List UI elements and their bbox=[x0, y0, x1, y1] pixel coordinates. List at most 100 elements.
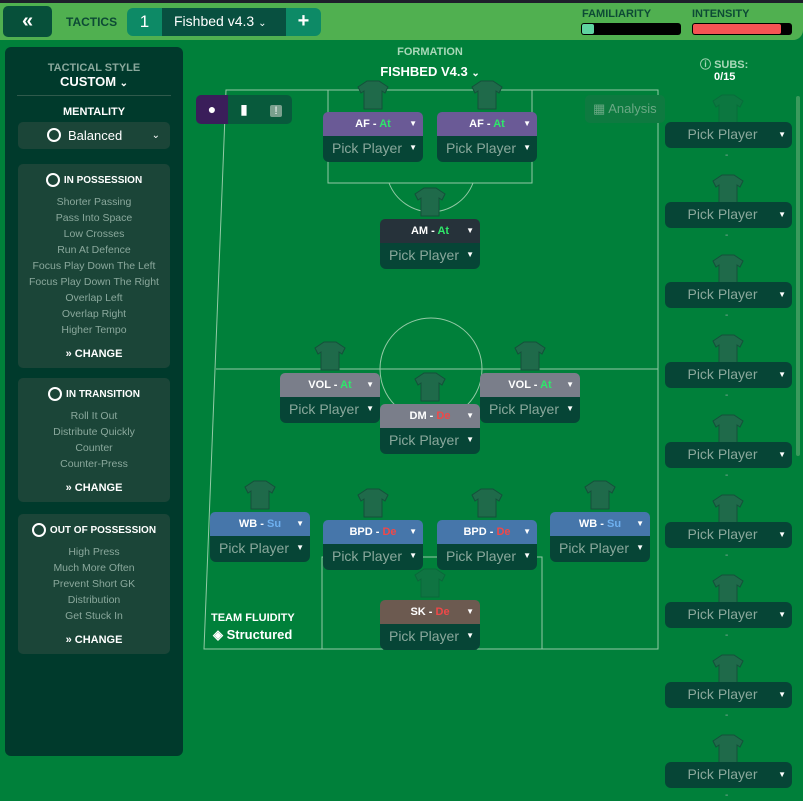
subs-scrollbar[interactable] bbox=[796, 96, 800, 456]
mentality-label: MENTALITY bbox=[62, 106, 126, 118]
caret-down-icon: ▼ bbox=[409, 551, 417, 560]
instruction-item: Pass Into Space bbox=[55, 212, 133, 224]
pick-player-dropdown[interactable]: Pick Player ▼ bbox=[480, 397, 580, 423]
player-slot: DM - De ▼ Pick Player ▼ bbox=[380, 404, 480, 454]
change-button[interactable]: » CHANGE bbox=[18, 634, 170, 646]
sub-pick-player-dropdown[interactable]: Pick Player ▼ bbox=[665, 202, 792, 228]
role-dropdown[interactable]: VOL - At ▼ bbox=[280, 373, 380, 397]
instruction-item: Distribution bbox=[67, 594, 121, 606]
instruction-item: Get Stuck In bbox=[65, 610, 123, 622]
role-dropdown[interactable]: AF - At ▼ bbox=[323, 112, 423, 136]
sub-pick-player-dropdown[interactable]: Pick Player ▼ bbox=[665, 282, 792, 308]
pick-player-dropdown[interactable]: Pick Player ▼ bbox=[323, 136, 423, 162]
pick-player-label: Pick Player bbox=[388, 247, 460, 263]
chevron-down-icon: ⌄ bbox=[471, 68, 480, 79]
role-dropdown[interactable]: WB - Su ▼ bbox=[550, 512, 650, 536]
subs-label: ⓘ SUBS: bbox=[700, 56, 748, 72]
pick-player-label: Pick Player bbox=[687, 366, 758, 382]
change-button[interactable]: » CHANGE bbox=[18, 348, 170, 360]
analysis-button[interactable]: ▦ Analysis bbox=[585, 95, 665, 123]
sub-pick-player-dropdown[interactable]: Pick Player ▼ bbox=[665, 762, 792, 788]
role-dropdown[interactable]: AM - At ▼ bbox=[380, 219, 480, 243]
sub-pick-player-dropdown[interactable]: Pick Player ▼ bbox=[665, 682, 792, 708]
change-button[interactable]: » CHANGE bbox=[18, 482, 170, 494]
pick-player-dropdown[interactable]: Pick Player ▼ bbox=[437, 544, 537, 570]
duty-label: At bbox=[437, 225, 450, 237]
add-tactic-button[interactable]: + bbox=[297, 10, 310, 32]
mentality-dropdown[interactable]: Balanced ⌄ bbox=[18, 122, 170, 149]
shirt-icon bbox=[712, 94, 744, 124]
role-dropdown[interactable]: DM - De ▼ bbox=[380, 404, 480, 428]
pitch-outline bbox=[203, 89, 659, 650]
back-button[interactable]: « bbox=[3, 6, 52, 37]
sub-pick-player-dropdown[interactable]: Pick Player ▼ bbox=[665, 362, 792, 388]
pick-player-dropdown[interactable]: Pick Player ▼ bbox=[210, 536, 310, 562]
tactic-slot-number[interactable]: 1 bbox=[139, 12, 150, 31]
instructions-view-button[interactable]: ! bbox=[260, 95, 292, 124]
sub-pick-player-dropdown[interactable]: Pick Player ▼ bbox=[665, 522, 792, 548]
shirt-icon bbox=[414, 372, 446, 402]
duty-label: De bbox=[382, 526, 397, 538]
caret-down-icon: ▼ bbox=[778, 210, 786, 219]
instruction-item: Overlap Left bbox=[65, 292, 123, 304]
caret-down-icon: ▼ bbox=[523, 119, 531, 128]
sub-pick-player-dropdown[interactable]: Pick Player ▼ bbox=[665, 442, 792, 468]
pick-player-dropdown[interactable]: Pick Player ▼ bbox=[380, 428, 480, 454]
duty-label: At bbox=[340, 379, 352, 391]
pick-player-label: Pick Player bbox=[687, 206, 758, 222]
pick-player-label: Pick Player bbox=[445, 548, 517, 564]
caret-down-icon: ▼ bbox=[466, 631, 474, 640]
role-label: VOL bbox=[308, 379, 331, 391]
role-dropdown[interactable]: BPD - De ▼ bbox=[437, 520, 537, 544]
role-dropdown[interactable]: BPD - De ▼ bbox=[323, 520, 423, 544]
sub-empty: - bbox=[725, 390, 729, 401]
shirt-icon bbox=[712, 334, 744, 364]
pick-player-label: Pick Player bbox=[687, 526, 758, 542]
caret-down-icon: ▼ bbox=[466, 411, 474, 420]
role-label: VOL bbox=[508, 379, 531, 391]
formation-value: FISHBED V4.3 bbox=[380, 64, 468, 79]
pick-player-dropdown[interactable]: Pick Player ▼ bbox=[437, 136, 537, 162]
player-view-button[interactable]: ● bbox=[196, 95, 228, 124]
pick-player-label: Pick Player bbox=[687, 606, 758, 622]
pick-player-dropdown[interactable]: Pick Player ▼ bbox=[280, 397, 380, 423]
pick-player-dropdown[interactable]: Pick Player ▼ bbox=[380, 243, 480, 269]
instruction-item: Focus Play Down The Right bbox=[29, 276, 159, 288]
familiarity-bar[interactable] bbox=[581, 23, 681, 35]
shirt-icon bbox=[244, 480, 276, 510]
caret-down-icon: ▼ bbox=[778, 530, 786, 539]
tactical-style-dropdown[interactable]: CUSTOM ⌄ bbox=[5, 74, 183, 89]
caret-down-icon: ▼ bbox=[466, 435, 474, 444]
caret-down-icon: ▼ bbox=[566, 404, 574, 413]
caret-down-icon: ▼ bbox=[778, 450, 786, 459]
sub-pick-player-dropdown[interactable]: Pick Player ▼ bbox=[665, 122, 792, 148]
stats-view-button[interactable]: ▮ bbox=[228, 95, 260, 124]
player-slot: WB - Su ▼ Pick Player ▼ bbox=[550, 512, 650, 562]
section-title: OUT OF POSSESSION bbox=[49, 524, 157, 536]
role-dropdown[interactable]: AF - At ▼ bbox=[437, 112, 537, 136]
caret-down-icon: ▼ bbox=[778, 370, 786, 379]
sub-empty: - bbox=[725, 470, 729, 481]
caret-down-icon: ▼ bbox=[523, 551, 531, 560]
duty-label: At bbox=[379, 118, 391, 130]
instruction-item: Counter-Press bbox=[60, 458, 128, 470]
sub-pick-player-dropdown[interactable]: Pick Player ▼ bbox=[665, 602, 792, 628]
pick-player-dropdown[interactable]: Pick Player ▼ bbox=[323, 544, 423, 570]
instruction-item: Prevent Short GK bbox=[52, 578, 136, 590]
pick-player-dropdown[interactable]: Pick Player ▼ bbox=[380, 624, 480, 650]
instruction-item: Overlap Right bbox=[61, 308, 127, 320]
role-dropdown[interactable]: VOL - At ▼ bbox=[480, 373, 580, 397]
tactic-name-dropdown[interactable]: Fishbed v4.3 ⌄ bbox=[162, 8, 286, 36]
double-chevron-right-icon: » bbox=[65, 348, 72, 360]
formation-dropdown[interactable]: FISHBED V4.3 ⌄ bbox=[330, 64, 530, 79]
role-dropdown[interactable]: WB - Su ▼ bbox=[210, 512, 310, 536]
shirt-icon bbox=[584, 480, 616, 510]
pick-player-label: Pick Player bbox=[687, 126, 758, 142]
shirt-icon bbox=[712, 414, 744, 444]
intensity-bar[interactable] bbox=[692, 23, 792, 35]
role-dropdown[interactable]: SK - De ▼ bbox=[380, 600, 480, 624]
section-title: IN POSSESSION bbox=[63, 174, 143, 186]
duty-label: Su bbox=[267, 518, 282, 530]
shirt-icon bbox=[357, 80, 389, 110]
pick-player-dropdown[interactable]: Pick Player ▼ bbox=[550, 536, 650, 562]
